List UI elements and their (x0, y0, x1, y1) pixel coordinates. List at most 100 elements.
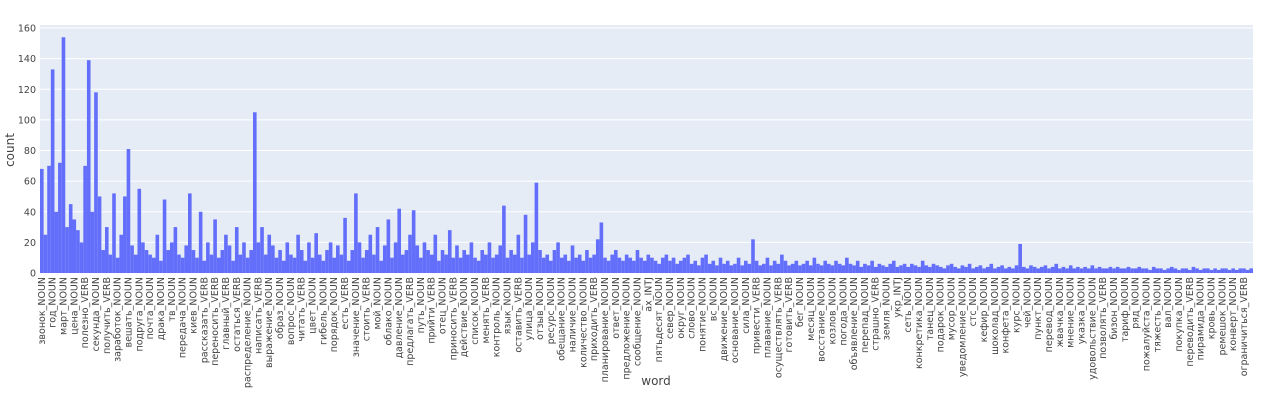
bar (985, 266, 990, 273)
x-tick-label: тв_NOUN (167, 277, 178, 322)
bar (1043, 265, 1048, 273)
bar (54, 211, 59, 273)
bar (614, 250, 618, 273)
bar (606, 260, 611, 273)
bar (960, 265, 965, 273)
bar (451, 257, 456, 273)
x-tick-label: отец_NOUN (438, 277, 449, 334)
bar (379, 260, 383, 273)
bar (234, 227, 239, 273)
x-tick-label: улица_NOUN (524, 277, 535, 341)
bar (195, 257, 199, 273)
x-tick-label: уведомление_NOUN (957, 277, 968, 377)
bar (549, 260, 553, 273)
x-tick-label: оставить_VERB (513, 277, 524, 353)
bar (86, 60, 91, 274)
bar (1104, 268, 1109, 273)
bar (325, 250, 329, 273)
bar (437, 260, 441, 273)
x-tick-label: сообщение_NOUN (632, 277, 643, 366)
x-tick-label: предлагать_VERB (405, 277, 416, 366)
bar (642, 260, 647, 273)
x-tick-label: вал_NOUN (1163, 277, 1174, 328)
x-tick-label: предложение_NOUN (622, 277, 633, 380)
bar (1209, 269, 1214, 273)
x-tick-label: полезно_VERB (80, 277, 91, 348)
bar (697, 265, 701, 273)
x-tick-label: месяц_NOUN (806, 277, 817, 341)
x-tick-label: конверт_NOUN (1228, 277, 1239, 351)
bar (83, 165, 87, 273)
x-tick-label: чей_NOUN (1022, 277, 1033, 328)
x-tick-label: плавание_NOUN (762, 277, 773, 358)
bar (429, 254, 434, 273)
bar (552, 250, 557, 273)
bar (595, 239, 600, 273)
bar (805, 260, 809, 273)
bar (816, 263, 820, 273)
x-tick-label: восстание_NOUN (817, 277, 828, 362)
bar (494, 254, 499, 273)
bar (751, 239, 755, 273)
bar (390, 257, 394, 273)
x-tick-label: бег_NOUN (795, 277, 806, 327)
bar (401, 254, 405, 273)
y-tick-label: 0 (30, 269, 36, 280)
bar (386, 219, 391, 273)
bar (834, 260, 838, 273)
bar (245, 257, 250, 273)
bar (895, 266, 900, 273)
x-tick-label: путь_NOUN (416, 277, 427, 333)
bar (1101, 268, 1105, 273)
bar (1083, 266, 1087, 273)
bar (675, 263, 679, 273)
bar (480, 250, 485, 273)
x-tick-label: покупка_NOUN (1174, 277, 1185, 352)
bar (1180, 268, 1185, 273)
x-tick-label: бизон_NOUN (1109, 277, 1120, 340)
bar (906, 266, 911, 273)
y-tick-label: 20 (24, 238, 36, 249)
bar (570, 245, 575, 273)
bar (108, 254, 113, 273)
bar (213, 219, 217, 273)
bar (180, 257, 185, 273)
bar (617, 257, 622, 273)
bar (368, 234, 373, 273)
x-tick-label: вс_NOUN (708, 277, 719, 321)
bar (646, 254, 651, 273)
x-tick-label: пирамида_NOUN (1196, 277, 1207, 360)
bar (534, 182, 539, 273)
x-tick-label: основание_NOUN (730, 277, 741, 363)
bar (758, 265, 763, 273)
x-tick-label: звонок_NOUN (37, 277, 48, 345)
bar (339, 254, 344, 273)
x-tick-label: написать_VERB (253, 277, 264, 354)
bar (1249, 268, 1253, 273)
bar (953, 266, 957, 273)
bar (978, 265, 983, 273)
bar (440, 250, 445, 273)
y-tick-label: 80 (24, 146, 36, 157)
plot-background (40, 25, 1253, 273)
bar (249, 250, 253, 273)
bar (375, 227, 380, 273)
bar (1040, 266, 1044, 273)
x-tick-label: драка_NOUN (156, 277, 167, 340)
bar (628, 257, 633, 273)
x-tick-label: заработок_NOUN (113, 277, 124, 362)
bar (1108, 266, 1113, 273)
bar (624, 254, 629, 273)
bar (530, 242, 535, 273)
x-tick-label: язык_NOUN (503, 277, 514, 334)
y-axis-title: count (3, 133, 17, 167)
x-tick-label: контроль_NOUN (492, 277, 503, 357)
bar (700, 257, 705, 273)
x-tick-label: секунда_NOUN (91, 277, 102, 351)
bar (1029, 265, 1033, 273)
bar (682, 257, 687, 273)
bar (982, 268, 986, 273)
bar (632, 260, 636, 273)
bar (155, 234, 160, 273)
x-tick-label: сеть_NOUN (903, 277, 914, 333)
